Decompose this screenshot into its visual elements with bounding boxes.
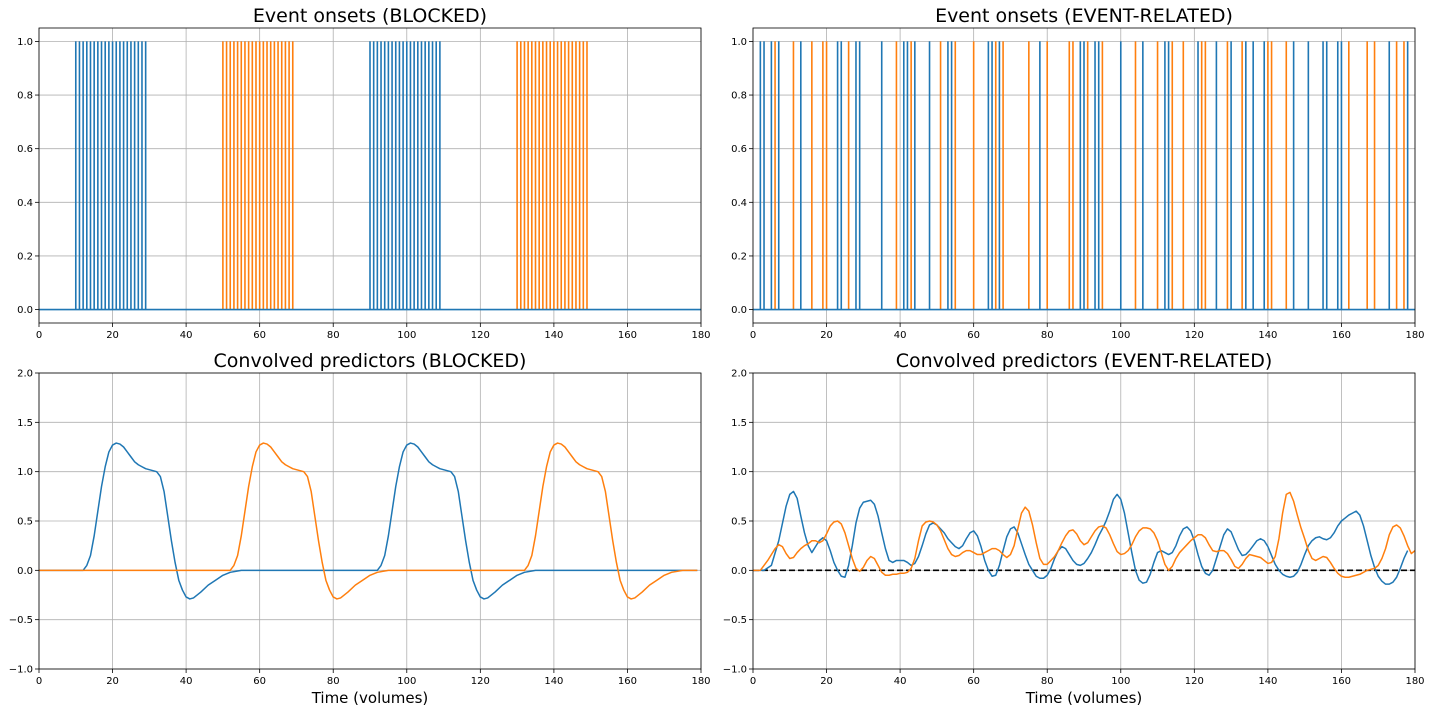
y-tick-label: 0.2 [731, 251, 747, 262]
x-axis-label: Time (volumes) [311, 689, 429, 707]
x-tick-label: 0 [36, 330, 42, 341]
y-tick-label: 0.4 [731, 198, 747, 209]
x-tick-label: 20 [820, 676, 833, 687]
chart-title: Convolved predictors (BLOCKED) [214, 350, 527, 372]
y-tick-label: 2.0 [731, 369, 747, 380]
x-tick-label: 160 [618, 676, 637, 687]
x-axis-label: Time (volumes) [1025, 689, 1143, 707]
x-tick-label: 180 [1405, 676, 1424, 687]
y-tick-label: 0.8 [731, 91, 747, 102]
y-tick-label: 0.0 [17, 305, 33, 316]
y-tick-label: 0.6 [731, 144, 747, 155]
x-tick-label: 120 [471, 330, 490, 341]
x-tick-label: 40 [894, 330, 907, 341]
x-tick-label: 100 [1111, 330, 1130, 341]
x-tick-label: 20 [820, 330, 833, 341]
x-tick-label: 80 [327, 676, 340, 687]
x-tick-label: 140 [544, 676, 563, 687]
x-tick-label: 20 [106, 330, 119, 341]
x-tick-label: 40 [180, 676, 193, 687]
chart-title: Convolved predictors (EVENT-RELATED) [896, 350, 1273, 372]
x-tick-label: 160 [1332, 330, 1351, 341]
x-tick-label: 120 [1185, 330, 1204, 341]
y-tick-label: 0.0 [731, 566, 747, 577]
y-tick-label: 0.4 [17, 198, 33, 209]
x-tick-label: 140 [544, 330, 563, 341]
x-tick-label: 40 [894, 676, 907, 687]
y-tick-label: 1.0 [17, 467, 33, 478]
y-tick-label: 1.5 [17, 418, 33, 429]
x-tick-label: 180 [1405, 330, 1424, 341]
y-tick-label: 1.0 [731, 37, 747, 48]
x-tick-label: 0 [750, 676, 756, 687]
y-tick-label: 0.6 [17, 144, 33, 155]
x-tick-label: 100 [1111, 676, 1130, 687]
x-tick-label: 100 [397, 676, 416, 687]
x-tick-label: 120 [471, 676, 490, 687]
x-tick-label: 20 [106, 676, 119, 687]
y-tick-label: 2.0 [17, 369, 33, 380]
y-tick-label: −0.5 [723, 615, 747, 626]
x-tick-label: 60 [967, 676, 980, 687]
x-tick-label: 140 [1258, 330, 1277, 341]
x-tick-label: 60 [253, 676, 266, 687]
y-tick-label: 0.2 [17, 251, 33, 262]
chart-title: Event onsets (BLOCKED) [253, 5, 487, 27]
x-tick-label: 160 [1332, 676, 1351, 687]
y-tick-label: 0.0 [731, 305, 747, 316]
x-tick-label: 0 [750, 330, 756, 341]
y-tick-label: 1.0 [17, 37, 33, 48]
x-tick-label: 60 [253, 330, 266, 341]
x-tick-label: 80 [327, 330, 340, 341]
x-tick-label: 40 [180, 330, 193, 341]
x-tick-label: 0 [36, 676, 42, 687]
x-tick-label: 160 [618, 330, 637, 341]
y-tick-label: 1.5 [731, 418, 747, 429]
y-tick-label: 0.5 [17, 517, 33, 528]
x-tick-label: 80 [1041, 676, 1054, 687]
x-tick-label: 180 [691, 676, 710, 687]
y-tick-label: 0.0 [17, 566, 33, 577]
y-tick-label: 0.5 [731, 517, 747, 528]
x-tick-label: 120 [1185, 676, 1204, 687]
y-tick-label: −0.5 [9, 615, 33, 626]
x-tick-label: 60 [967, 330, 980, 341]
y-tick-label: −1.0 [9, 665, 33, 676]
y-tick-label: 0.8 [17, 91, 33, 102]
x-tick-label: 100 [397, 330, 416, 341]
x-tick-label: 80 [1041, 330, 1054, 341]
chart-title: Event onsets (EVENT-RELATED) [935, 5, 1233, 27]
y-tick-label: −1.0 [723, 665, 747, 676]
x-tick-label: 140 [1258, 676, 1277, 687]
y-tick-label: 1.0 [731, 467, 747, 478]
x-tick-label: 180 [691, 330, 710, 341]
